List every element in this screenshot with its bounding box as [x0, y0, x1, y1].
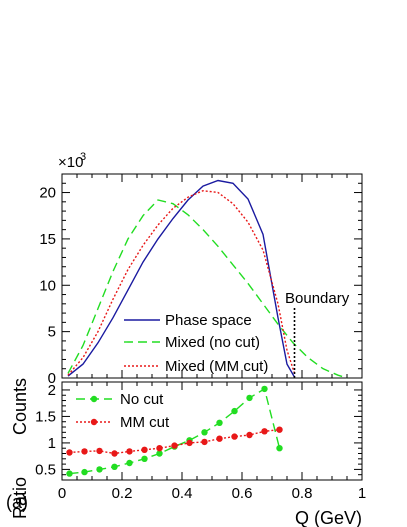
- bottom-y-tick-label: 0.5: [35, 461, 56, 478]
- point-no-cut: [246, 394, 253, 402]
- top-y-axis-title: Counts: [10, 378, 30, 435]
- point-mm-cut: [276, 426, 283, 433]
- point-mm-cut: [141, 446, 148, 453]
- top-y-tick-labels: 0 5 10 15 20: [39, 185, 56, 387]
- legend-label-mixed-mm-cut: Mixed (MM cut): [165, 358, 268, 375]
- point-no-cut: [126, 459, 133, 467]
- bottom-legend: No cut MM cut: [76, 391, 170, 431]
- top-y-tick-label: 10: [39, 277, 56, 294]
- point-mm-cut: [111, 450, 118, 457]
- point-no-cut: [81, 468, 88, 476]
- point-no-cut: [141, 455, 148, 462]
- series-mixed-no-cut: [67, 199, 348, 379]
- top-legend: Phase space Mixed (no cut) Mixed (MM cut…: [124, 312, 268, 375]
- bottom-y-axis-title: Ratio: [10, 477, 30, 519]
- point-no-cut: [201, 429, 208, 436]
- point-no-cut: [156, 450, 163, 457]
- point-mm-cut: [96, 447, 103, 455]
- bottom-series-group: [66, 385, 283, 477]
- point-mm-cut: [201, 438, 208, 446]
- point-mm-cut: [186, 439, 193, 447]
- point-mm-cut: [156, 445, 163, 452]
- x-tick-labels: 0 0.2 0.4 0.6 0.8 1: [58, 485, 366, 502]
- y-multiplier-base: ×10: [58, 154, 83, 171]
- x-axis-title: Q (GeV): [295, 508, 362, 527]
- point-no-cut: [276, 445, 283, 452]
- point-no-cut: [216, 419, 223, 426]
- legend-label-phase-space: Phase space: [165, 312, 252, 329]
- series-no-cut: [69, 387, 281, 475]
- point-mm-cut: [171, 442, 178, 449]
- top-y-tick-label: 20: [39, 185, 56, 202]
- x-tick-label: 0: [58, 485, 66, 502]
- point-no-cut: [111, 463, 118, 470]
- legend-label-mixed-no-cut: Mixed (no cut): [165, 334, 260, 351]
- point-no-cut: [231, 407, 238, 415]
- point-mm-cut: [66, 449, 73, 456]
- legend-label-no-cut: No cut: [120, 391, 164, 408]
- bottom-axis-ticks: [61, 382, 363, 480]
- point-no-cut: [261, 385, 268, 393]
- x-tick-label: 0.8: [292, 485, 313, 502]
- top-y-tick-label: 5: [48, 324, 56, 341]
- top-y-tick-label: 15: [39, 231, 56, 248]
- top-series-group: [67, 179, 348, 379]
- x-tick-label: 0.2: [112, 485, 133, 502]
- point-mm-cut: [246, 431, 253, 439]
- x-tick-label: 0.6: [232, 485, 253, 502]
- bottom-y-tick-label: 1: [48, 435, 56, 452]
- point-mm-cut: [216, 435, 223, 442]
- legend-label-mm-cut: MM cut: [120, 414, 170, 431]
- point-mm-cut: [81, 448, 88, 455]
- top-axis-ticks: [61, 173, 363, 379]
- x-tick-label: 0.4: [172, 485, 193, 502]
- point-no-cut: [96, 466, 103, 473]
- y-multiplier-exponent: 3: [80, 151, 86, 163]
- point-mm-cut: [231, 433, 238, 440]
- legend-marker-mm-cut: [90, 418, 98, 426]
- bottom-panel-frame: [61, 381, 363, 481]
- bottom-y-tick-label: 1.5: [35, 408, 56, 425]
- series-phase-space: [67, 179, 296, 378]
- bottom-y-tick-labels: 0.5 1 1.5 2: [35, 382, 56, 478]
- point-mm-cut: [126, 448, 133, 455]
- legend-marker-no-cut: [90, 395, 98, 403]
- series-mixed-mm-cut: [67, 189, 296, 376]
- point-mm-cut: [261, 428, 268, 435]
- bottom-y-tick-label: 2: [48, 382, 56, 399]
- point-no-cut: [66, 470, 73, 477]
- top-y-tick-label: 0: [48, 370, 56, 387]
- panel-label: (a): [6, 492, 28, 512]
- x-tick-label: 1: [358, 485, 366, 502]
- boundary-annotation: Boundary: [285, 290, 350, 307]
